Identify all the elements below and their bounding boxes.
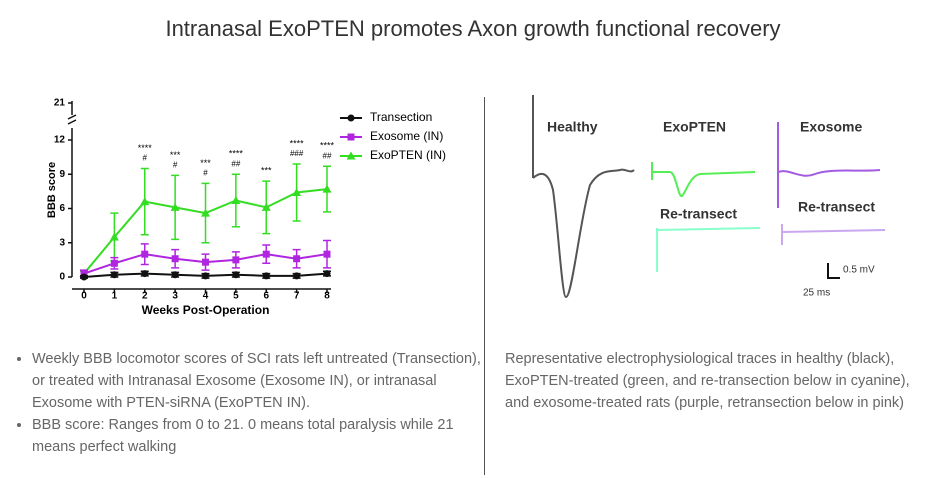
trace-exosome bbox=[777, 122, 881, 208]
scale-time: 25 ms bbox=[803, 288, 830, 299]
marker bbox=[202, 258, 209, 266]
legend-label: Exosome (IN) bbox=[370, 129, 443, 143]
x-tick-label: 3 bbox=[172, 291, 178, 302]
significance-stars: **** bbox=[138, 143, 153, 153]
marker bbox=[170, 202, 180, 211]
y-tick-label: 9 bbox=[59, 169, 65, 180]
marker bbox=[347, 114, 355, 122]
marker bbox=[231, 196, 241, 205]
x-tick-label: 0 bbox=[81, 291, 87, 302]
significance-stars: **** bbox=[290, 138, 305, 148]
y-axis bbox=[67, 101, 77, 277]
x-tick-label: 4 bbox=[203, 291, 209, 302]
bullet: Weekly BBB locomotor scores of SCI rats … bbox=[32, 348, 492, 414]
marker bbox=[232, 271, 240, 279]
marker bbox=[202, 272, 209, 280]
trace-healthy bbox=[532, 95, 635, 299]
marker bbox=[171, 255, 179, 263]
trace-label: ExoPTEN bbox=[663, 119, 726, 135]
significance-stars: *** bbox=[261, 165, 272, 175]
marker bbox=[171, 271, 179, 279]
significance-stars: **** bbox=[320, 141, 335, 151]
x-tick-label: 2 bbox=[142, 291, 148, 302]
slide-title: Intranasal ExoPTEN promotes Axon growth … bbox=[165, 16, 781, 41]
marker bbox=[141, 270, 149, 278]
marker bbox=[292, 188, 302, 197]
marker bbox=[110, 259, 118, 267]
marker bbox=[110, 271, 118, 279]
series bbox=[80, 270, 331, 281]
marker bbox=[346, 151, 356, 160]
marker bbox=[80, 273, 88, 281]
significance-hash: ## bbox=[323, 151, 332, 160]
marker bbox=[322, 184, 332, 193]
bullet-list: Weekly BBB locomotor scores of SCI rats … bbox=[12, 348, 492, 458]
y-tick-label: 6 bbox=[59, 203, 65, 214]
y-axis-title: BBB score bbox=[46, 162, 58, 218]
trace-exopten-retransect bbox=[656, 227, 761, 272]
series bbox=[79, 163, 332, 278]
significance-stars: **** bbox=[229, 149, 244, 159]
marker bbox=[323, 250, 331, 258]
x-tick-label: 1 bbox=[112, 291, 118, 302]
y-tick-label: 3 bbox=[59, 237, 65, 248]
y-tick-label: 12 bbox=[54, 135, 66, 146]
marker bbox=[347, 133, 355, 141]
significance-hash: ## bbox=[231, 159, 240, 168]
marker bbox=[201, 208, 210, 217]
marker bbox=[293, 255, 301, 263]
marker bbox=[140, 197, 150, 206]
marker bbox=[232, 256, 240, 264]
trace-label: Healthy bbox=[547, 119, 598, 135]
significance-hash: # bbox=[173, 161, 178, 170]
x-tick-label: 6 bbox=[263, 291, 269, 302]
significance-stars: *** bbox=[170, 150, 181, 160]
significance-hash: # bbox=[143, 154, 148, 163]
marker bbox=[261, 202, 271, 211]
legend-label: Transection bbox=[370, 110, 432, 124]
x-tick-label: 5 bbox=[233, 291, 239, 302]
trace-exosome-retransect bbox=[781, 224, 886, 245]
y-tick-label: 21 bbox=[54, 98, 66, 109]
trace-exopten bbox=[651, 162, 756, 198]
bullet: BBB score: Ranges from 0 to 21. 0 means … bbox=[32, 414, 492, 458]
caption: Representative electrophysiological trac… bbox=[505, 351, 910, 411]
trace-label: Exosome bbox=[800, 119, 862, 135]
x-tick-label: 8 bbox=[324, 291, 330, 302]
trace-label: Re-transect bbox=[798, 199, 875, 215]
marker bbox=[293, 272, 301, 280]
significance-stars: *** bbox=[200, 158, 211, 168]
x-tick-label: 7 bbox=[294, 291, 300, 302]
significance-hash: ### bbox=[290, 149, 304, 158]
y-tick-label: 0 bbox=[59, 272, 65, 283]
significance-hash: # bbox=[203, 168, 208, 177]
marker bbox=[141, 250, 149, 258]
trace-label: Re-transect bbox=[660, 206, 737, 222]
divider bbox=[484, 97, 485, 475]
scale-bar bbox=[827, 263, 840, 279]
trace-figure: Healthy ExoPTEN Exosome Re-transect Re-t… bbox=[532, 95, 886, 299]
marker bbox=[323, 270, 331, 278]
legend-label: ExoPTEN (IN) bbox=[370, 148, 446, 162]
marker bbox=[109, 232, 119, 241]
marker bbox=[262, 272, 270, 280]
marker bbox=[262, 250, 270, 258]
x-axis-title: Weeks Post-Operation bbox=[142, 303, 270, 317]
scale-voltage: 0.5 mV bbox=[843, 265, 875, 276]
